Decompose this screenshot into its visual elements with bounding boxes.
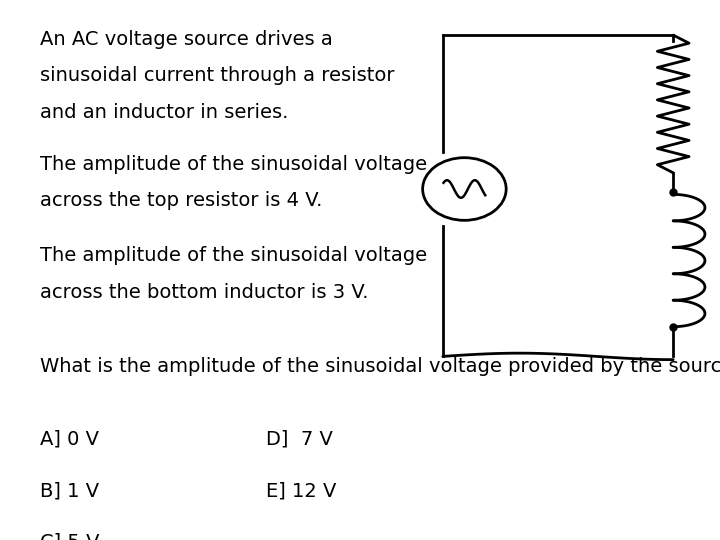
- Text: C] 5 V: C] 5 V: [40, 533, 99, 540]
- Text: The amplitude of the sinusoidal voltage: The amplitude of the sinusoidal voltage: [40, 154, 427, 173]
- Text: sinusoidal current through a resistor: sinusoidal current through a resistor: [40, 66, 394, 85]
- Text: A] 0 V: A] 0 V: [40, 430, 99, 449]
- Text: D]  7 V: D] 7 V: [266, 430, 333, 449]
- Text: An AC voltage source drives a: An AC voltage source drives a: [40, 30, 333, 49]
- Text: across the bottom inductor is 3 V.: across the bottom inductor is 3 V.: [40, 283, 368, 302]
- Text: What is the amplitude of the sinusoidal voltage provided by the source?: What is the amplitude of the sinusoidal …: [40, 356, 720, 375]
- Text: and an inductor in series.: and an inductor in series.: [40, 103, 288, 122]
- Text: across the top resistor is 4 V.: across the top resistor is 4 V.: [40, 191, 322, 210]
- Text: B] 1 V: B] 1 V: [40, 481, 99, 501]
- Text: The amplitude of the sinusoidal voltage: The amplitude of the sinusoidal voltage: [40, 246, 427, 265]
- Text: E] 12 V: E] 12 V: [266, 481, 337, 501]
